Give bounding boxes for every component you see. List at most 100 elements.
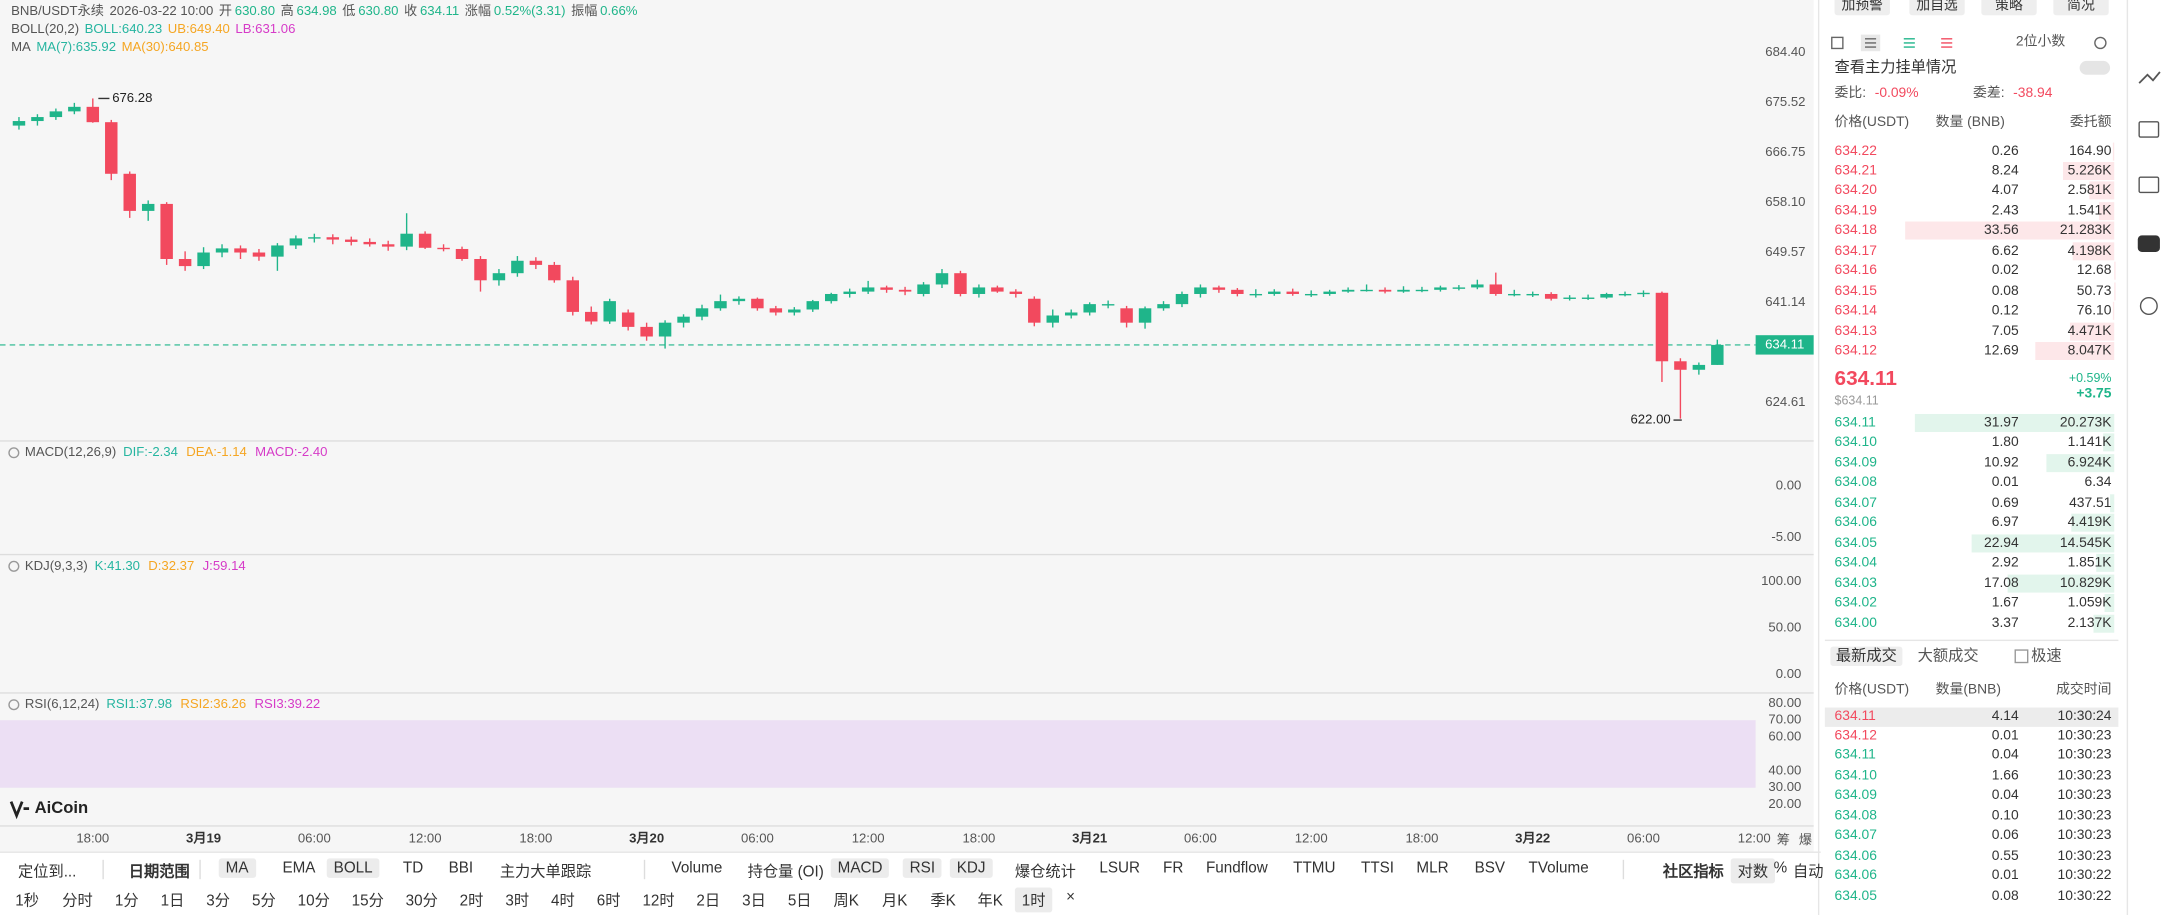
toggle[interactable]: [2079, 60, 2111, 75]
tab[interactable]: 最新成交: [1830, 646, 1903, 666]
price: 634.05: [1834, 535, 1877, 551]
indicator-button[interactable]: MA: [218, 858, 256, 878]
candle-body: [1101, 304, 1115, 306]
icon[interactable]: [1903, 38, 1915, 48]
quantity: 0.01: [1991, 868, 2019, 884]
quantity: 3.37: [1991, 615, 2019, 631]
indicator-button[interactable]: 爆仓统计: [1014, 863, 1076, 881]
indicator-button[interactable]: EMA: [282, 859, 316, 877]
icon[interactable]: [1941, 38, 1953, 48]
indicator-button[interactable]: TTSI: [1361, 859, 1395, 877]
interval-button[interactable]: 4时: [551, 893, 575, 910]
interval-button[interactable]: 3分: [206, 893, 231, 910]
candle-body: [658, 322, 672, 337]
interval-button[interactable]: 1秒: [15, 893, 39, 910]
icon[interactable]: [1831, 36, 1844, 50]
indicator-value: J:59.14: [203, 558, 246, 573]
indicator-button[interactable]: BOLL: [326, 858, 380, 878]
interval-button[interactable]: 月K: [881, 893, 908, 910]
book-row: 634.14 0.12 76.10: [1825, 301, 2119, 321]
interval-button[interactable]: 12时: [642, 893, 675, 910]
panel-button[interactable]: 加自选: [1909, 0, 1965, 16]
interval-button[interactable]: 季K: [930, 893, 956, 910]
precision-select[interactable]: 2位小数: [2015, 34, 2066, 50]
interval-button[interactable]: 15分: [351, 893, 384, 910]
indicator-button[interactable]: 持仓量 (OI): [747, 863, 824, 881]
indicator-button[interactable]: BBI: [448, 859, 474, 877]
interval-button[interactable]: 1分: [114, 893, 139, 910]
indicator-button[interactable]: KDJ: [949, 858, 993, 878]
quantity: 0.04: [1991, 748, 2019, 764]
icon[interactable]: [2094, 36, 2107, 50]
annotation-label: 676.28: [112, 90, 152, 105]
indicator-button[interactable]: 定位到...: [17, 863, 77, 881]
chart: 筹 爆 AiCoin 18:00 3月19 06:00 12:00 18:00 3月20 0…: [0, 44, 1814, 847]
indicator-button[interactable]: 自动: [1793, 863, 1824, 881]
interval-button[interactable]: 1日: [160, 893, 185, 910]
indicator-button[interactable]: MLR: [1416, 859, 1449, 877]
panel-icons: [1831, 34, 2111, 75]
price: 634.08: [1834, 808, 1877, 824]
icon[interactable]: [1865, 38, 1877, 48]
interval-button[interactable]: 2日: [696, 893, 721, 910]
indicator-button[interactable]: TD: [402, 859, 424, 877]
book-row: 634.07 0.69 437.51: [1825, 493, 2119, 513]
boll-legend: BOLL(20,2) BOLL:640.23 UB:649.40 LB:631.06: [11, 22, 301, 39]
interval-button[interactable]: 5分: [251, 893, 276, 910]
overlay-value: UB:649.40: [167, 22, 230, 38]
indicator-button[interactable]: TVolume: [1528, 859, 1589, 877]
y-tick-label: 20.00: [1768, 796, 1801, 811]
candle-body: [1581, 297, 1595, 299]
interval-button[interactable]: ×: [1066, 888, 1076, 906]
indicator-button[interactable]: Fundflow: [1205, 859, 1268, 877]
x-tick-label: 12:00: [1295, 831, 1328, 846]
panel-button[interactable]: 加预警: [1834, 0, 1890, 16]
candle-body: [1083, 304, 1096, 313]
sidebar-icon[interactable]: [2138, 121, 2160, 138]
indicator-button[interactable]: %: [1773, 859, 1788, 877]
depth-link[interactable]: 查看主力挂单情况: [1834, 59, 1957, 77]
price: 634.07: [1834, 828, 1877, 844]
quantity: 8.24: [1991, 163, 2019, 179]
indicator-button[interactable]: MACD: [830, 858, 890, 878]
candle-body: [1212, 287, 1226, 290]
sidebar-icon[interactable]: [2138, 71, 2161, 84]
interval-button[interactable]: 周K: [833, 893, 859, 910]
interval-button[interactable]: 5日: [787, 893, 812, 910]
indicator-button[interactable]: 对数: [1730, 858, 1776, 884]
interval-button[interactable]: 年K: [977, 893, 1003, 910]
interval-button[interactable]: 10分: [297, 893, 330, 910]
amount: 5.226K: [2067, 163, 2112, 179]
sidebar-icon[interactable]: [2138, 176, 2160, 194]
column-header: 数量(BNB): [1935, 682, 2002, 698]
trade-time: 10:30:22: [2057, 888, 2112, 904]
interval-button[interactable]: 3时: [505, 893, 530, 910]
indicator-button[interactable]: Volume: [671, 859, 723, 877]
panel-button[interactable]: 策略: [1981, 0, 2037, 16]
interval-button[interactable]: 1时: [1014, 887, 1053, 913]
sidebar-icon[interactable]: [2139, 296, 2158, 315]
ma-legend: MA MA(7):635.92 MA(30):640.85: [11, 40, 214, 57]
panel-button[interactable]: 简况: [2053, 0, 2109, 16]
price: 634.12: [1834, 728, 1877, 744]
price: 634.06: [1834, 848, 1877, 864]
interval-button[interactable]: 2时: [459, 893, 484, 910]
interval-button[interactable]: 分时: [62, 893, 93, 910]
indicator-button[interactable]: 日期范围: [128, 863, 190, 881]
tab[interactable]: 大额成交: [1917, 647, 1979, 665]
indicator-button[interactable]: LSUR: [1099, 859, 1140, 877]
indicator-button[interactable]: BSV: [1474, 859, 1506, 877]
checkbox[interactable]: [2014, 649, 2029, 664]
interval-button[interactable]: 6时: [596, 893, 621, 910]
interval-button[interactable]: 30分: [405, 893, 438, 910]
indicator-button[interactable]: FR: [1163, 859, 1184, 877]
interval-button[interactable]: 3日: [742, 893, 766, 910]
sidebar-icon[interactable]: [2137, 235, 2160, 252]
indicator-button[interactable]: 社区指标: [1662, 863, 1724, 881]
indicator-button[interactable]: RSI: [902, 858, 942, 878]
tab[interactable]: 极速: [2031, 647, 2062, 665]
indicator-button[interactable]: TTMU: [1293, 859, 1336, 877]
candle-body: [917, 284, 930, 294]
indicator-button[interactable]: 主力大单跟踪: [499, 863, 592, 881]
quantity: 0.01: [1991, 728, 2019, 744]
